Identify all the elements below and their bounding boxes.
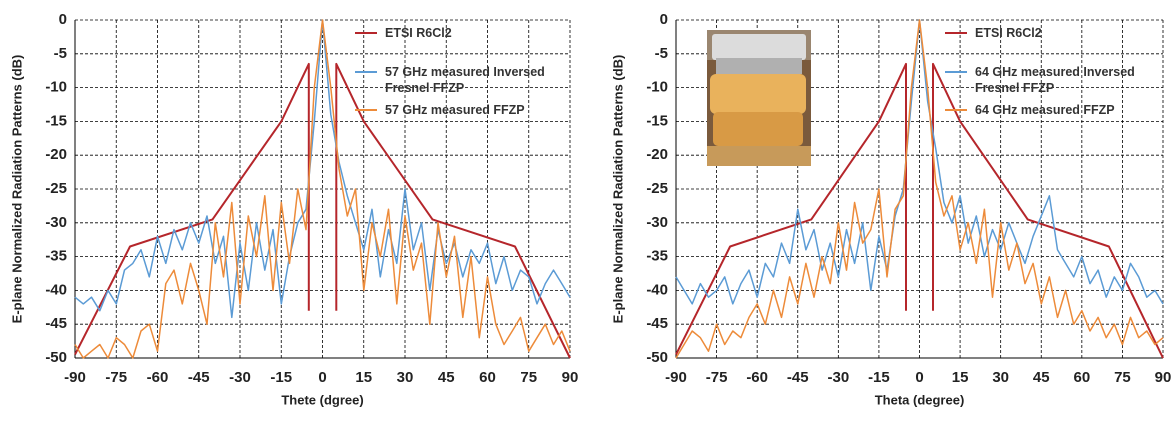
y-tick-label: -15 [646, 112, 668, 129]
y-tick-label: -15 [45, 112, 67, 129]
series-line [74, 62, 571, 359]
y-tick-label: -40 [45, 281, 67, 298]
x-tick-label: -45 [188, 369, 210, 386]
x-tick-label: 45 [1033, 369, 1050, 386]
x-tick-label: -45 [787, 369, 809, 386]
x-tick-label: 0 [318, 369, 326, 386]
x-tick-label: 90 [1155, 369, 1172, 386]
x-tick-label: 75 [1114, 369, 1131, 386]
y-tick-label: -5 [655, 45, 668, 62]
inset-photo [707, 30, 811, 166]
x-tick-label: -60 [746, 369, 768, 386]
y-tick-label: 0 [59, 11, 67, 28]
series-line [675, 62, 1164, 359]
x-tick-label: 60 [1073, 369, 1090, 386]
y-tick-label: -45 [45, 315, 67, 332]
x-tick-label: 0 [915, 369, 923, 386]
x-tick-label: 15 [355, 369, 372, 386]
series-line [74, 19, 571, 359]
y-tick-label: -25 [45, 180, 67, 197]
legend-label: 57 GHz measured FFZP [385, 103, 525, 117]
y-tick-label: -10 [646, 79, 668, 96]
x-tick-label: 30 [397, 369, 414, 386]
y-tick-label: -50 [45, 349, 67, 366]
x-tick-label: -90 [64, 369, 86, 386]
legend-label: 64 GHz measured FFZP [975, 103, 1115, 117]
x-tick-label: -30 [827, 369, 849, 386]
legend-label: ETSI R6Cl2 [975, 26, 1042, 40]
x-tick-label: -15 [868, 369, 890, 386]
legend-label: 64 GHz measured Inversed Fresnel FFZP [975, 65, 1135, 95]
x-axis-title: Theta (degree) [875, 392, 965, 407]
y-tick-label: -20 [45, 146, 67, 163]
series-line [675, 19, 1164, 359]
x-tick-label: -75 [105, 369, 127, 386]
y-tick-label: -30 [646, 214, 668, 231]
y-tick-label: -5 [54, 45, 67, 62]
x-tick-label: 15 [952, 369, 969, 386]
y-tick-label: -35 [45, 248, 67, 265]
x-axis-title: Thete (dgree) [281, 392, 363, 407]
x-tick-label: -90 [665, 369, 687, 386]
x-tick-label: -15 [270, 369, 292, 386]
y-axis-title: E-plane Normalized Radiation Patterns (d… [610, 55, 625, 324]
y-axis-title: E-plane Normalized Radiation Patterns (d… [9, 55, 24, 324]
x-tick-label: 45 [438, 369, 455, 386]
y-tick-label: -25 [646, 180, 668, 197]
y-tick-label: -35 [646, 248, 668, 265]
legend-label: 57 GHz measured Inversed Fresnel FFZP [385, 65, 545, 95]
plot: 0 -5 -10 -15 -20 -25 -30 -35 -40 -45 -50 -90 -75 -60 -… [9, 11, 578, 407]
x-tick-label: -30 [229, 369, 251, 386]
y-tick-label: -50 [646, 349, 668, 366]
x-tick-label: -75 [706, 369, 728, 386]
y-tick-label: -20 [646, 146, 668, 163]
y-tick-label: -40 [646, 281, 668, 298]
x-tick-label: -60 [147, 369, 169, 386]
x-tick-label: 90 [562, 369, 579, 386]
x-tick-label: 60 [479, 369, 496, 386]
x-tick-label: 30 [992, 369, 1009, 386]
y-tick-label: 0 [660, 11, 668, 28]
y-tick-label: -45 [646, 315, 668, 332]
legend-label: ETSI R6Cl2 [385, 26, 452, 40]
y-tick-label: -10 [45, 79, 67, 96]
y-tick-label: -30 [45, 214, 67, 231]
x-tick-label: 75 [520, 369, 537, 386]
